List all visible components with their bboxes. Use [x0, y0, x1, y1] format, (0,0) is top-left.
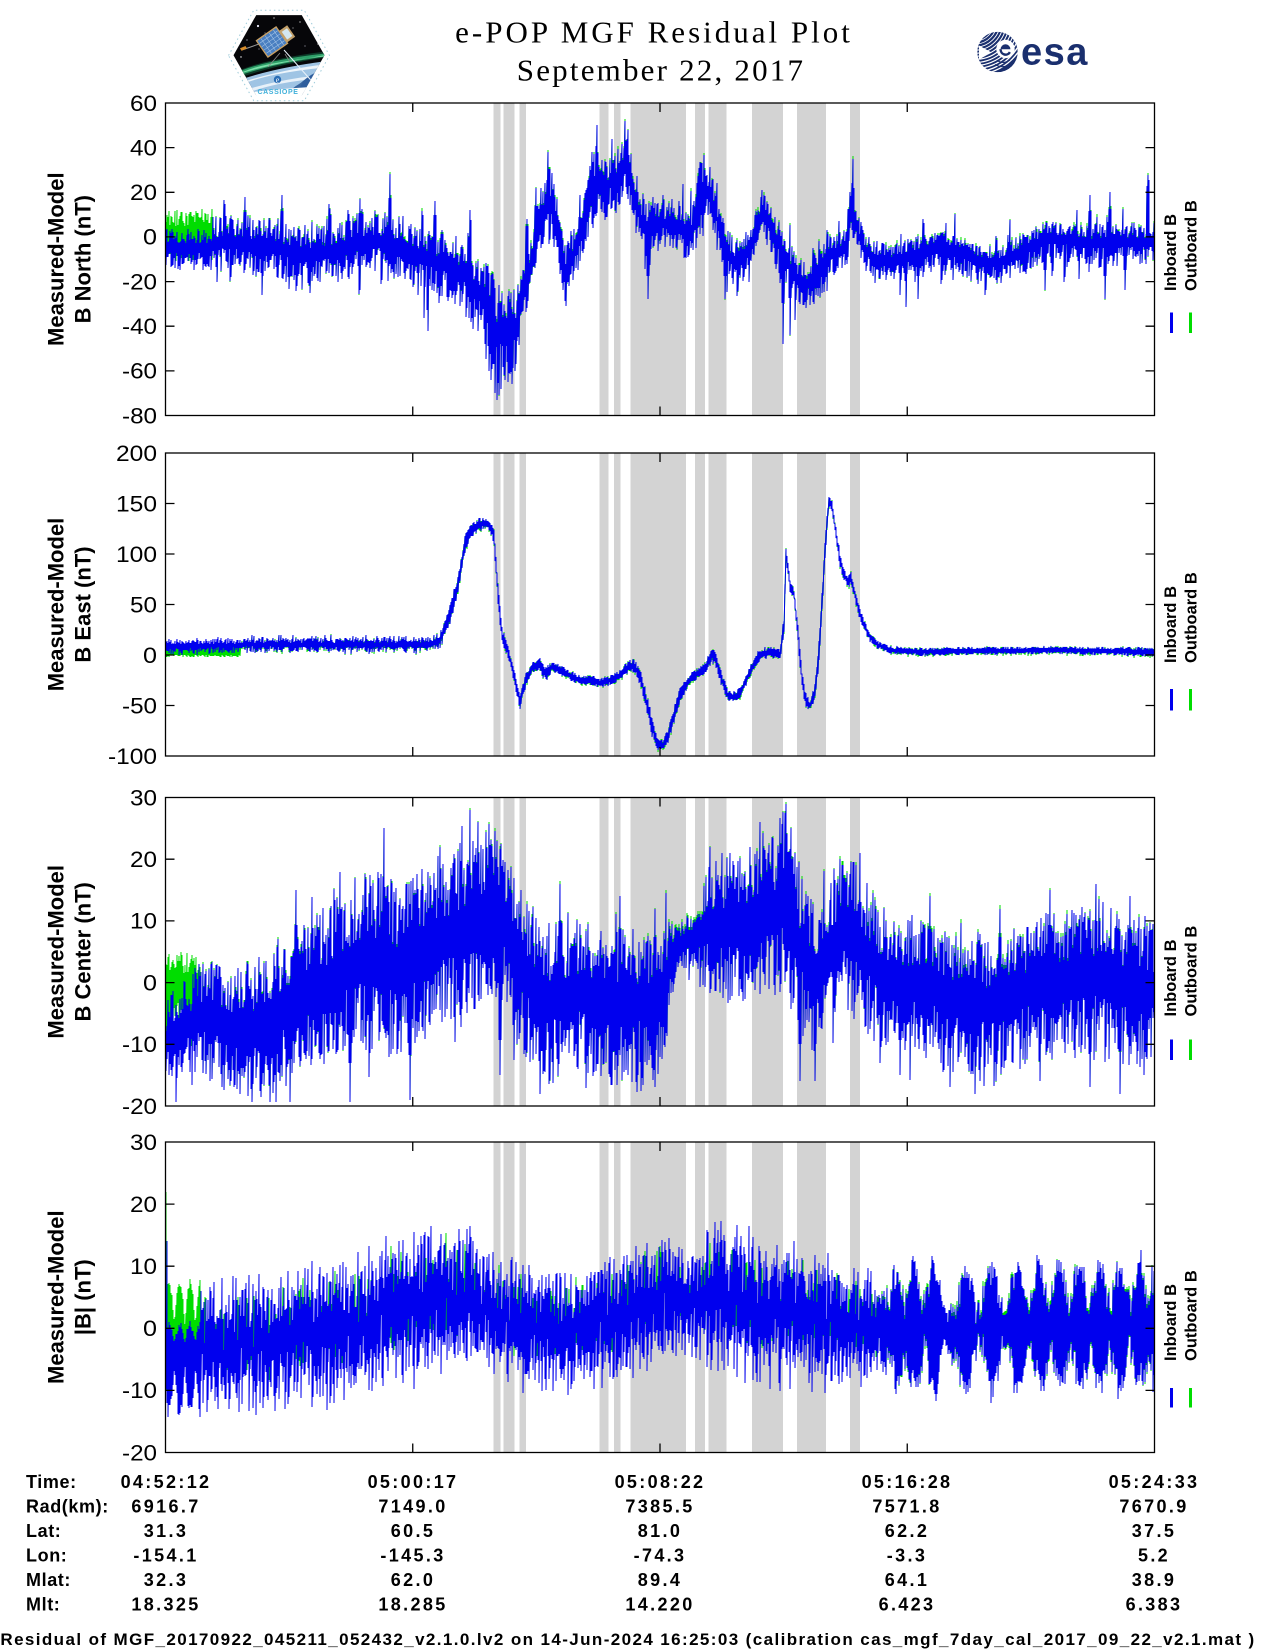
svg-text:B North (nT): B North (nT) — [71, 195, 96, 323]
svg-text:September 22, 2017: September 22, 2017 — [517, 53, 805, 88]
svg-text:0: 0 — [143, 225, 157, 250]
svg-text:Lat:: Lat: — [26, 1521, 61, 1541]
svg-text:0: 0 — [143, 643, 157, 668]
svg-text:7385.5: 7385.5 — [625, 1497, 694, 1517]
svg-text:18.325: 18.325 — [131, 1595, 200, 1615]
svg-text:05:00:17: 05:00:17 — [368, 1472, 459, 1492]
svg-text:esa: esa — [1021, 32, 1089, 74]
svg-text:37.5: 37.5 — [1132, 1521, 1176, 1541]
svg-text:-3.3: -3.3 — [887, 1546, 927, 1566]
svg-text:-10: -10 — [122, 1378, 157, 1403]
svg-text:|B| (nT): |B| (nT) — [71, 1259, 96, 1335]
svg-text:40: 40 — [130, 135, 157, 160]
svg-text:10: 10 — [130, 909, 157, 934]
svg-text:Measured-Model: Measured-Model — [44, 172, 69, 346]
svg-text:B Center (nT): B Center (nT) — [71, 882, 96, 1021]
svg-text:-74.3: -74.3 — [634, 1546, 687, 1566]
svg-text:20: 20 — [130, 1192, 157, 1217]
svg-text:6.423: 6.423 — [879, 1595, 936, 1615]
svg-text:38.9: 38.9 — [1132, 1570, 1176, 1590]
svg-text:31.3: 31.3 — [144, 1521, 188, 1541]
svg-text:7571.8: 7571.8 — [872, 1497, 941, 1517]
svg-text:64.1: 64.1 — [885, 1570, 929, 1590]
svg-text:-80: -80 — [122, 403, 157, 428]
svg-text:05:08:22: 05:08:22 — [615, 1472, 706, 1492]
svg-text:Outboard B: Outboard B — [1183, 1270, 1201, 1361]
svg-text:7670.9: 7670.9 — [1119, 1497, 1188, 1517]
svg-text:200: 200 — [116, 441, 157, 466]
svg-text:-60: -60 — [122, 359, 157, 384]
svg-text:14.220: 14.220 — [625, 1595, 694, 1615]
svg-text:Time:: Time: — [26, 1472, 77, 1492]
svg-text:-20: -20 — [122, 1440, 157, 1465]
svg-text:-10: -10 — [122, 1032, 157, 1057]
svg-text:7149.0: 7149.0 — [378, 1497, 447, 1517]
svg-text:-20: -20 — [122, 1094, 157, 1119]
svg-text:e-POP MGF Residual Plot: e-POP MGF Residual Plot — [455, 15, 853, 50]
svg-text:Outboard B: Outboard B — [1183, 200, 1201, 291]
svg-text:32.3: 32.3 — [144, 1570, 188, 1590]
svg-text:60: 60 — [130, 91, 157, 116]
svg-text:30: 30 — [130, 785, 157, 810]
svg-text:50: 50 — [130, 592, 157, 617]
svg-text:6916.7: 6916.7 — [131, 1497, 200, 1517]
svg-text:18.285: 18.285 — [378, 1595, 447, 1615]
svg-text:20: 20 — [130, 180, 157, 205]
svg-text:Measured-Model: Measured-Model — [44, 865, 69, 1039]
svg-text:Outboard B: Outboard B — [1183, 572, 1201, 663]
svg-text:Mlt:: Mlt: — [26, 1595, 60, 1615]
svg-text:62.0: 62.0 — [391, 1570, 435, 1590]
svg-text:30: 30 — [130, 1130, 157, 1155]
svg-text:-50: -50 — [122, 693, 157, 718]
svg-text:CASSIOPE: CASSIOPE — [258, 89, 299, 96]
svg-text:Measured-Model: Measured-Model — [44, 518, 69, 692]
svg-text:Measured-Model: Measured-Model — [44, 1210, 69, 1384]
svg-text:5.2: 5.2 — [1138, 1546, 1170, 1566]
svg-text:-145.3: -145.3 — [380, 1546, 445, 1566]
svg-text:Lon:: Lon: — [26, 1546, 67, 1566]
svg-text:60.5: 60.5 — [391, 1521, 435, 1541]
svg-text:Mlat:: Mlat: — [26, 1570, 71, 1590]
svg-text:62.2: 62.2 — [885, 1521, 929, 1541]
svg-text:Inboard B: Inboard B — [1162, 586, 1180, 663]
svg-text:Inboard B: Inboard B — [1162, 1284, 1180, 1361]
svg-text:05:16:28: 05:16:28 — [862, 1472, 953, 1492]
svg-text:6.383: 6.383 — [1126, 1595, 1183, 1615]
svg-text:Rad(km):: Rad(km): — [26, 1497, 109, 1517]
svg-text:-154.1: -154.1 — [133, 1546, 198, 1566]
svg-text:Residual of MGF_20170922_04521: Residual of MGF_20170922_045211_052432_v… — [0, 1630, 1255, 1649]
svg-text:Inboard B: Inboard B — [1162, 214, 1180, 291]
svg-text:-20: -20 — [122, 269, 157, 294]
svg-text:150: 150 — [116, 491, 157, 516]
svg-text:89.4: 89.4 — [638, 1570, 682, 1590]
svg-text:81.0: 81.0 — [638, 1521, 682, 1541]
svg-text:0: 0 — [143, 970, 157, 995]
svg-text:04:52:12: 04:52:12 — [121, 1472, 212, 1492]
svg-text:Inboard B: Inboard B — [1162, 939, 1180, 1016]
svg-text:10: 10 — [130, 1254, 157, 1279]
svg-text:-100: -100 — [108, 744, 157, 769]
svg-text:Outboard B: Outboard B — [1183, 926, 1201, 1017]
svg-text:e: e — [276, 75, 280, 84]
svg-text:0: 0 — [143, 1316, 157, 1341]
svg-text:05:24:33: 05:24:33 — [1109, 1472, 1200, 1492]
svg-text:100: 100 — [116, 542, 157, 567]
svg-text:B East (nT): B East (nT) — [71, 546, 96, 662]
svg-text:20: 20 — [130, 847, 157, 872]
svg-text:-40: -40 — [122, 314, 157, 339]
